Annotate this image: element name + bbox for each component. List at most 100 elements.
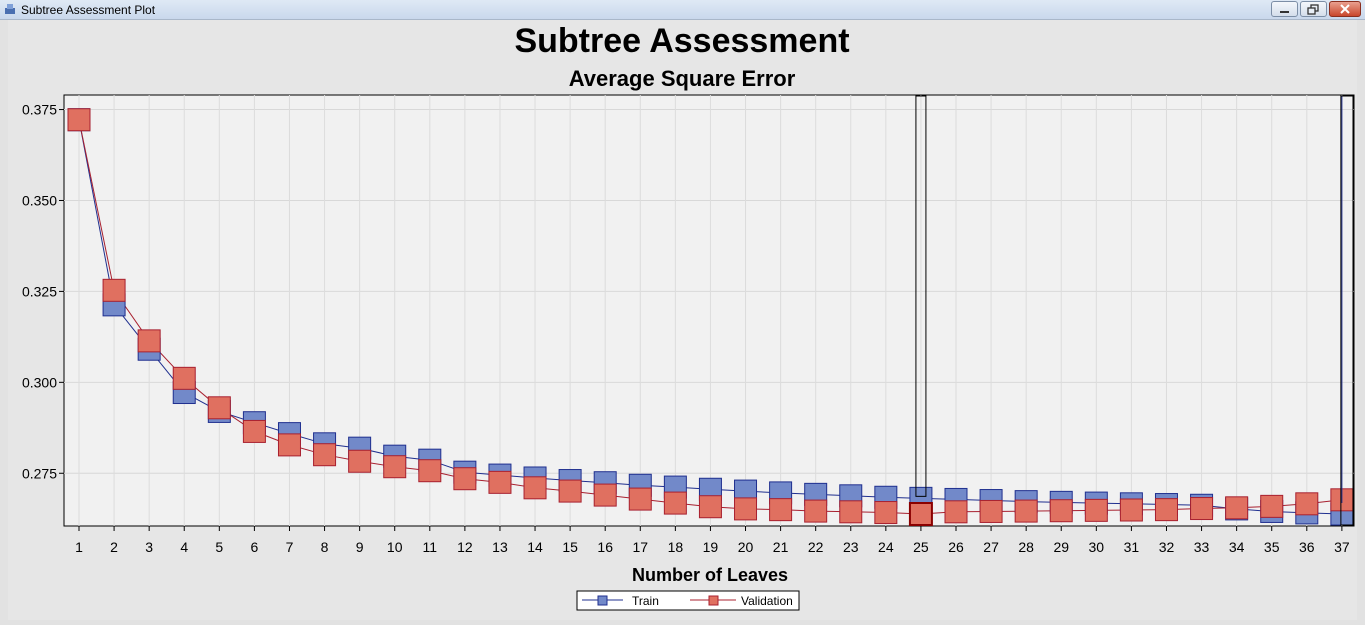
point-validation (102, 278, 126, 302)
y-tick-label: 0.375 (22, 102, 57, 118)
minimize-icon (1280, 11, 1289, 13)
point-validation (1154, 498, 1178, 522)
x-tick-label: 14 (527, 539, 543, 555)
point-validation (207, 396, 231, 420)
minimize-button[interactable] (1271, 1, 1298, 17)
max-leaves-box (1340, 95, 1354, 526)
x-tick-label: 6 (251, 539, 259, 555)
x-tick-label: 25 (913, 539, 929, 555)
point-validation (1119, 498, 1143, 522)
legend-validation-label: Validation (741, 594, 793, 608)
y-tick-label: 0.300 (22, 374, 57, 390)
chart-subtitle: Average Square Error (569, 66, 796, 91)
y-tick-label: 0.325 (22, 283, 57, 299)
x-tick-label: 30 (1089, 539, 1105, 555)
point-validation (523, 476, 547, 500)
point-validation (313, 443, 337, 467)
series-markers (67, 108, 1354, 526)
point-validation (1014, 499, 1038, 523)
selected-point-highlight (908, 501, 933, 526)
point-validation (839, 500, 863, 524)
x-tick-label: 22 (808, 539, 824, 555)
y-tick-label: 0.350 (22, 192, 57, 208)
close-icon (1340, 4, 1350, 14)
point-validation (1049, 499, 1073, 523)
x-tick-label: 29 (1053, 539, 1069, 555)
point-validation (1190, 497, 1214, 521)
x-tick-label: 7 (286, 539, 294, 555)
x-tick-label: 32 (1159, 539, 1175, 555)
x-tick-label: 37 (1334, 539, 1350, 555)
x-tick-label: 28 (1018, 539, 1034, 555)
x-tick-label: 36 (1299, 539, 1315, 555)
point-validation (242, 419, 266, 443)
point-validation (453, 467, 477, 491)
selected-leaves-bar (915, 95, 927, 497)
x-tick-label: 34 (1229, 539, 1245, 555)
window-title: Subtree Assessment Plot (21, 3, 156, 17)
selected-subtree-marker[interactable] (908, 95, 1354, 526)
point-validation (769, 498, 793, 522)
point-validation (698, 495, 722, 519)
point-validation (804, 499, 828, 523)
close-button[interactable] (1329, 1, 1361, 17)
x-tick-label: 33 (1194, 539, 1210, 555)
restore-icon (1307, 4, 1319, 15)
point-validation (383, 455, 407, 479)
x-tick-label: 20 (738, 539, 754, 555)
x-tick-label: 26 (948, 539, 964, 555)
x-tick-label: 3 (145, 539, 153, 555)
x-tick-label: 18 (668, 539, 684, 555)
x-tick-label: 27 (983, 539, 999, 555)
x-tick-label: 2 (110, 539, 118, 555)
point-validation (1295, 492, 1319, 516)
legend-train-label: Train (632, 594, 659, 608)
x-tick-label: 35 (1264, 539, 1280, 555)
x-tick-label: 9 (356, 539, 364, 555)
x-axis-label: Number of Leaves (632, 565, 788, 585)
point-validation (67, 108, 91, 132)
x-tick-label: 10 (387, 539, 403, 555)
point-validation (663, 491, 687, 515)
point-validation (488, 470, 512, 494)
x-tick-label: 31 (1124, 539, 1140, 555)
point-validation (979, 499, 1003, 523)
x-tick-label: 12 (457, 539, 473, 555)
y-axis: 0.275 0.300 0.325 0.350 0.375 (22, 102, 64, 481)
x-tick-label: 19 (703, 539, 719, 555)
window-titlebar: Subtree Assessment Plot (0, 0, 1365, 20)
legend: Train Validation (576, 590, 800, 611)
restore-button[interactable] (1300, 1, 1327, 17)
point-validation (734, 497, 758, 521)
app-icon (5, 4, 15, 14)
x-tick-label: 15 (562, 539, 578, 555)
x-tick-label: 16 (597, 539, 613, 555)
x-tick-label: 11 (423, 539, 438, 555)
x-tick-label: 23 (843, 539, 859, 555)
point-validation (137, 329, 161, 353)
point-validation (418, 459, 442, 483)
point-validation (277, 433, 301, 457)
point-validation (1260, 494, 1284, 518)
x-tick-label: 1 (75, 539, 83, 555)
x-tick-label: 13 (492, 539, 508, 555)
x-tick-label: 5 (215, 539, 223, 555)
point-validation (628, 487, 652, 511)
point-validation (909, 502, 933, 526)
x-tick-label: 8 (321, 539, 329, 555)
y-tick-label: 0.275 (22, 465, 57, 481)
point-validation (348, 449, 372, 473)
point-validation (558, 479, 582, 503)
x-tick-label: 24 (878, 539, 894, 555)
legend-train-marker (597, 595, 608, 606)
x-tick-label: 17 (632, 539, 648, 555)
point-validation (874, 501, 898, 525)
point-validation (1225, 496, 1249, 520)
legend-validation-marker (708, 595, 719, 606)
point-validation (593, 483, 617, 507)
x-tick-label: 21 (773, 539, 789, 555)
point-validation (944, 500, 968, 524)
point-validation (172, 366, 196, 390)
x-tick-label: 4 (180, 539, 188, 555)
